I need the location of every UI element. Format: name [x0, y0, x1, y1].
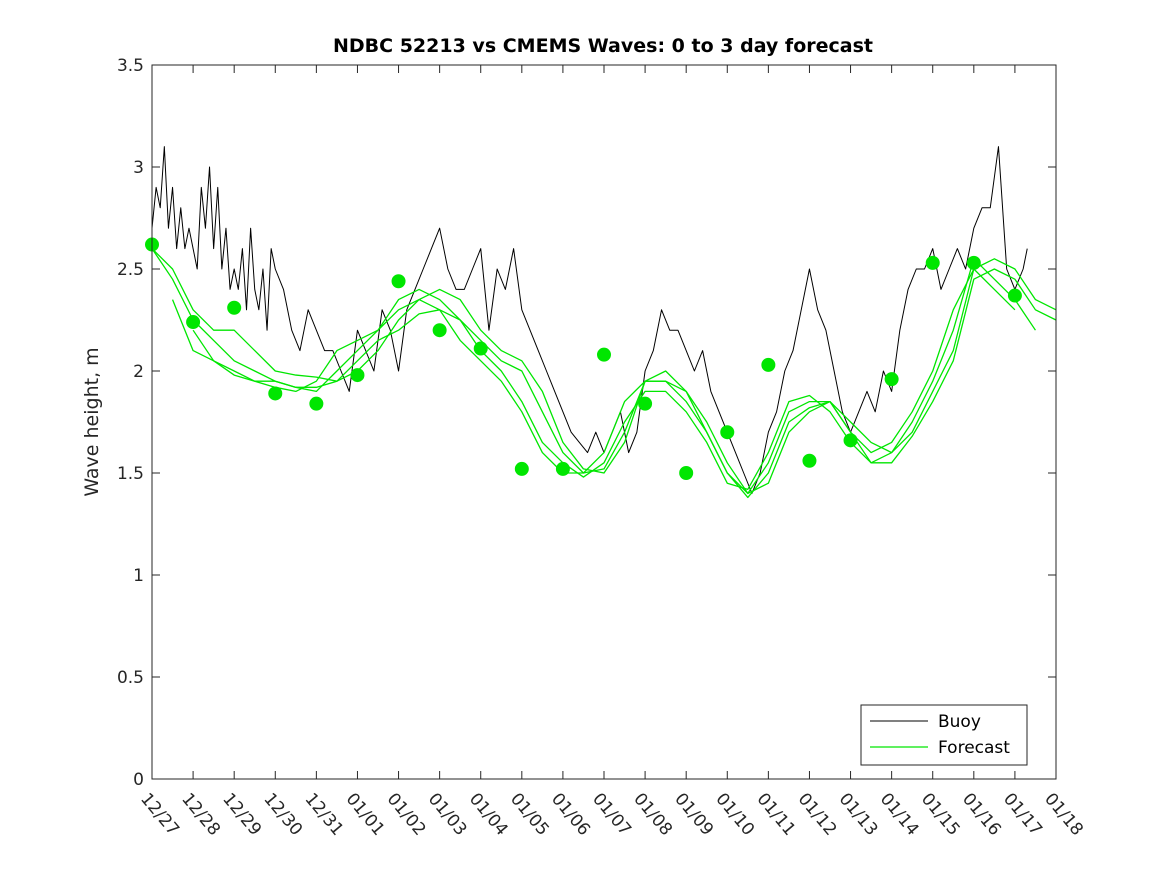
- forecast-marker: [268, 386, 283, 401]
- y-tick-label: 3.5: [117, 56, 144, 76]
- y-tick-label: 1.5: [117, 464, 144, 484]
- y-tick-label: 0.5: [117, 668, 144, 688]
- legend-label-buoy: Buoy: [938, 712, 981, 732]
- forecast-marker: [514, 461, 529, 476]
- forecast-marker: [473, 341, 488, 356]
- forecast-marker: [432, 323, 447, 338]
- legend-box: [860, 704, 1028, 766]
- forecast-marker: [802, 453, 817, 468]
- y-tick-label: 2: [133, 362, 144, 382]
- y-axis: 0 0.5 1 1.5 2 2.5 3 3.5: [117, 56, 1056, 790]
- forecast-marker: [884, 372, 899, 387]
- forecast-marker: [309, 396, 324, 411]
- forecast-marker: [350, 368, 365, 383]
- legend: Buoy Forecast: [860, 704, 1028, 766]
- forecast-series-line: [192, 268, 1016, 495]
- forecast-marker: [925, 255, 940, 270]
- forecast-marker: [761, 357, 776, 372]
- y-tick-label: 3: [133, 158, 144, 178]
- y-axis-label: Wave height, m: [81, 347, 103, 496]
- forecast-marker: [597, 347, 611, 362]
- forecast-marker: [638, 396, 653, 411]
- series-layer: [151, 146, 1057, 499]
- y-tick-label: 1: [133, 566, 144, 586]
- buoy-series-line: [151, 146, 1028, 494]
- forecast-marker: [966, 255, 981, 270]
- plot-frame: [151, 64, 1057, 780]
- forecast-series-line: [151, 248, 1057, 495]
- forecast-marker: [555, 461, 570, 476]
- forecast-marker: [186, 315, 201, 330]
- forecast-marker: [227, 300, 242, 315]
- forecast-marker: [843, 433, 858, 448]
- forecast-series-line: [171, 258, 1036, 490]
- y-tick-label: 0: [133, 770, 144, 790]
- forecast-markers: [145, 237, 1022, 480]
- legend-label-forecast: Forecast: [938, 738, 1010, 758]
- forecast-marker: [679, 466, 694, 480]
- chart-title: NDBC 52213 vs CMEMS Waves: 0 to 3 day fo…: [333, 35, 873, 57]
- forecast-marker: [391, 274, 406, 289]
- forecast-marker: [1007, 288, 1022, 303]
- y-tick-label: 2.5: [117, 260, 144, 280]
- forecast-marker: [720, 425, 735, 440]
